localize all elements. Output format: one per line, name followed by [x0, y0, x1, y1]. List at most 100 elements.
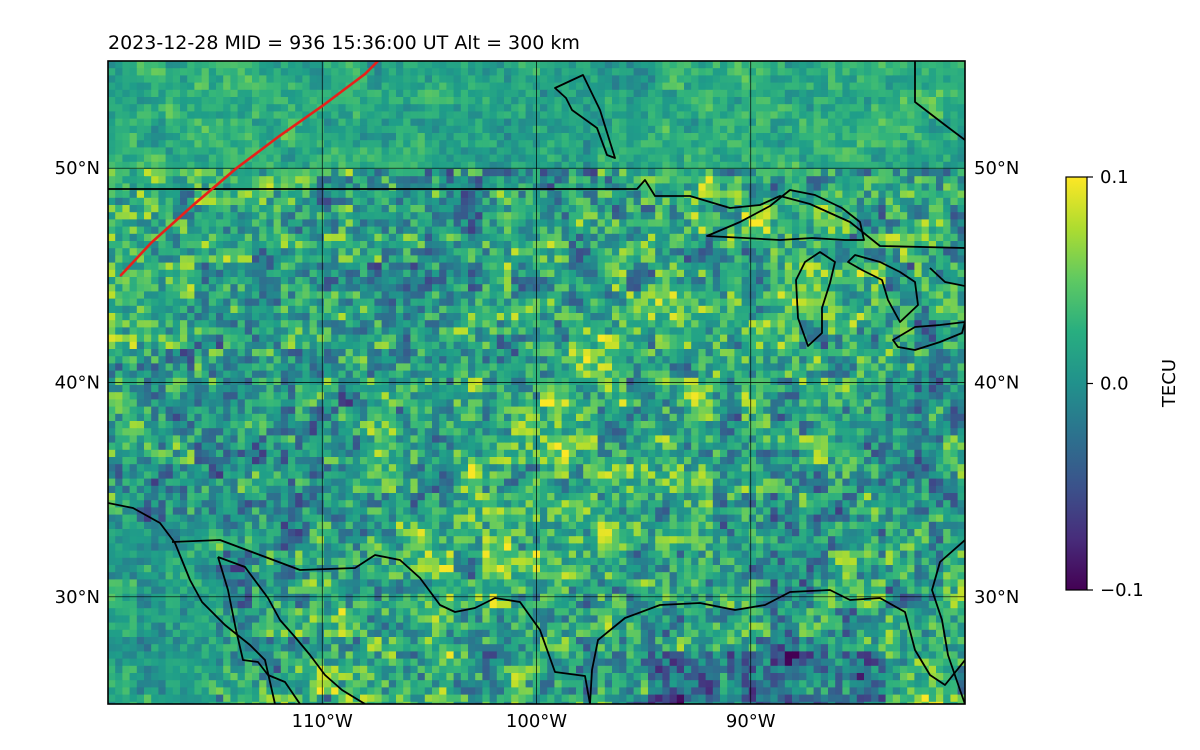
heatmap-cell: [201, 140, 210, 148]
heatmap-cell: [871, 219, 879, 228]
heatmap-cell: [165, 176, 174, 184]
heatmap-cell: [367, 233, 375, 242]
heatmap-cell: [907, 233, 915, 242]
heatmap-cell: [540, 68, 548, 76]
heatmap-cell: [612, 68, 620, 76]
heatmap-cell: [943, 176, 951, 184]
heatmap-cell: [734, 82, 743, 91]
heatmap-cell: [748, 305, 757, 314]
heatmap-cell: [525, 125, 534, 134]
heatmap-cell: [734, 140, 743, 148]
heatmap-cell: [223, 241, 231, 249]
heatmap-cell: [705, 111, 714, 120]
heatmap-cell: [612, 82, 620, 91]
heatmap-cell: [734, 226, 743, 235]
heatmap-cell: [741, 125, 750, 134]
heatmap-cell: [180, 349, 188, 357]
heatmap-cell: [446, 356, 455, 364]
heatmap-cell: [849, 349, 858, 357]
heatmap-cell: [482, 183, 491, 192]
heatmap-cell: [626, 104, 635, 112]
heatmap-cell: [856, 111, 865, 120]
heatmap-cell: [727, 341, 735, 350]
heatmap-cell: [259, 262, 267, 271]
heatmap-cell: [309, 176, 318, 184]
heatmap-cell: [576, 205, 584, 213]
heatmap-cell: [705, 320, 714, 328]
heatmap-cell: [259, 176, 267, 184]
heatmap-cell: [187, 341, 195, 350]
heatmap-cell: [360, 356, 368, 364]
heatmap-cell: [806, 305, 815, 314]
heatmap-cell: [367, 169, 375, 177]
heatmap-cell: [597, 298, 606, 307]
heatmap-cell: [129, 205, 138, 213]
heatmap-cell: [561, 97, 570, 105]
heatmap-cell: [612, 176, 620, 184]
heatmap-cell: [554, 125, 563, 134]
heatmap-cell: [259, 197, 267, 206]
heatmap-cell: [496, 334, 505, 343]
heatmap-cell: [360, 284, 368, 292]
heatmap-cell: [626, 190, 635, 199]
heatmap-cell: [187, 219, 195, 228]
heatmap-cell: [338, 356, 347, 364]
heatmap-cell: [892, 219, 901, 228]
heatmap-cell: [453, 327, 462, 336]
heatmap-cell: [662, 291, 671, 300]
heatmap-cell: [720, 284, 728, 292]
heatmap-cell: [828, 327, 836, 336]
heatmap-cell: [158, 133, 167, 141]
heatmap-cell: [201, 118, 210, 127]
heatmap-cell: [835, 284, 843, 292]
heatmap-cell: [583, 97, 591, 105]
heatmap-cell: [374, 277, 383, 285]
heatmap-cell: [777, 262, 786, 271]
heatmap-cell: [554, 298, 563, 307]
heatmap-cell: [475, 125, 483, 134]
heatmap-cell: [777, 125, 786, 134]
heatmap-cell: [604, 255, 613, 264]
heatmap-cell: [640, 183, 649, 192]
heatmap-cell: [367, 349, 375, 357]
heatmap-cell: [748, 176, 757, 184]
heatmap-cell: [115, 205, 123, 213]
heatmap-cell: [302, 140, 311, 148]
heatmap-cell: [878, 248, 887, 256]
heatmap-cell: [324, 291, 332, 300]
heatmap-cell: [648, 169, 656, 177]
heatmap-cell: [741, 305, 750, 314]
heatmap-cell: [475, 161, 483, 170]
heatmap-cell: [468, 68, 476, 76]
heatmap-cell: [554, 305, 563, 314]
heatmap-cell: [590, 97, 599, 105]
heatmap-cell: [648, 205, 656, 213]
heatmap-cell: [712, 269, 721, 278]
heatmap-cell: [921, 68, 930, 76]
heatmap-cell: [950, 341, 959, 350]
heatmap-cell: [396, 313, 404, 321]
heatmap-cell: [381, 104, 390, 112]
heatmap-cell: [511, 284, 519, 292]
heatmap-cell: [374, 284, 383, 292]
heatmap-cell: [288, 291, 296, 300]
heatmap-cell: [554, 241, 563, 249]
heatmap-cell: [878, 97, 887, 105]
heatmap-cell: [266, 327, 275, 336]
heatmap-cell: [417, 269, 426, 278]
heatmap-cell: [900, 140, 908, 148]
heatmap-cell: [619, 161, 627, 170]
heatmap-cell: [475, 169, 483, 177]
heatmap-cell: [936, 248, 944, 256]
heatmap-cell: [180, 68, 188, 76]
heatmap-cell: [727, 89, 735, 98]
heatmap-cell: [496, 255, 505, 264]
heatmap-cell: [230, 320, 239, 328]
heatmap-cell: [136, 197, 145, 206]
heatmap-cell: [597, 284, 606, 292]
heatmap-cell: [475, 248, 483, 256]
heatmap-cell: [266, 277, 275, 285]
heatmap-cell: [770, 349, 779, 357]
heatmap-cell: [597, 255, 606, 264]
heatmap-cell: [158, 219, 167, 228]
